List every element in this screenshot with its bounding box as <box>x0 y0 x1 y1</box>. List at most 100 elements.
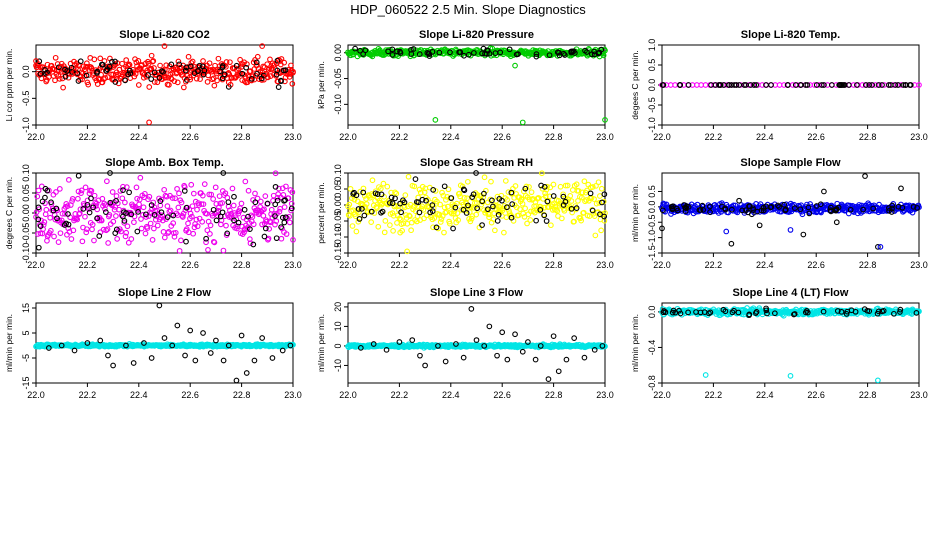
data-point <box>347 186 354 192</box>
data-point <box>172 229 179 236</box>
data-point <box>160 229 167 235</box>
data-point <box>225 342 232 349</box>
data-point <box>414 218 420 225</box>
data-point <box>592 232 599 239</box>
data-points <box>33 170 296 254</box>
data-point <box>887 82 894 88</box>
data-point <box>415 199 422 206</box>
y-tick-label: 0.00 <box>333 196 343 214</box>
data-point <box>717 82 723 88</box>
data-point <box>460 186 467 193</box>
data-point <box>512 331 518 338</box>
data-point <box>728 240 735 247</box>
data-point <box>230 202 237 209</box>
data-point <box>243 64 250 71</box>
data-point <box>800 231 807 238</box>
data-point <box>80 206 87 212</box>
data-point <box>548 222 554 229</box>
data-point <box>542 190 548 197</box>
data-point <box>253 59 260 66</box>
data-point <box>62 66 68 73</box>
data-point <box>101 200 108 207</box>
data-point <box>59 210 66 217</box>
data-point <box>282 78 288 85</box>
x-tick-label: 22.0 <box>27 260 45 270</box>
data-point <box>595 179 602 186</box>
data-point <box>374 205 380 211</box>
data-point <box>136 196 143 203</box>
data-point <box>898 185 904 192</box>
panel-title: Slope Amb. Box Temp. <box>105 157 224 169</box>
data-point <box>597 211 603 218</box>
x-tick-label: 22.0 <box>27 390 45 400</box>
data-point <box>286 74 293 80</box>
data-point <box>288 205 295 212</box>
data-point <box>739 207 746 214</box>
data-point <box>405 173 412 180</box>
data-point <box>591 196 597 202</box>
x-tick-label: 22.4 <box>442 390 460 400</box>
y-tick-label: 0.0 <box>647 79 657 92</box>
data-point <box>471 50 477 56</box>
data-point <box>56 185 63 192</box>
data-point <box>273 218 280 224</box>
data-point <box>290 237 296 243</box>
data-point <box>190 190 197 197</box>
data-point <box>158 68 165 74</box>
x-tick-label: 22.4 <box>756 390 774 400</box>
data-point <box>141 340 147 346</box>
data-point <box>233 62 240 69</box>
data-point <box>96 233 103 239</box>
data-point <box>452 204 459 211</box>
data-point <box>107 199 114 206</box>
data-point <box>33 58 39 64</box>
data-point <box>563 356 570 363</box>
data-point <box>243 370 250 376</box>
scatter-panel: Slope Li-820 Pressure 22.0 22.2 22.4 22.6 22.… <box>316 29 614 142</box>
data-point <box>584 49 590 55</box>
data-point <box>71 347 78 354</box>
data-point <box>862 173 868 179</box>
x-tick-label: 22.6 <box>807 390 825 400</box>
data-point <box>517 206 523 212</box>
data-point <box>578 194 585 201</box>
data-point <box>88 195 94 202</box>
data-point <box>204 79 211 85</box>
y-tick-label: 0.0 <box>21 65 31 78</box>
data-point <box>820 308 827 315</box>
data-point <box>662 309 669 316</box>
data-point <box>107 170 113 176</box>
data-point <box>567 193 574 199</box>
data-point <box>571 335 578 341</box>
data-point <box>152 216 159 223</box>
data-point <box>163 193 170 200</box>
data-point <box>178 237 184 244</box>
data-point <box>110 71 116 78</box>
data-point <box>94 68 101 75</box>
data-point <box>708 82 714 88</box>
data-point <box>886 205 892 211</box>
data-point <box>433 224 440 231</box>
data-point <box>165 228 172 235</box>
data-point <box>104 178 110 185</box>
data-point <box>542 193 549 200</box>
data-point <box>441 204 448 211</box>
data-point <box>204 227 211 234</box>
data-point <box>504 196 510 203</box>
data-point <box>602 47 608 54</box>
data-point <box>430 186 437 193</box>
data-point <box>461 195 468 201</box>
data-point <box>564 182 571 189</box>
data-point <box>848 307 855 314</box>
data-point <box>485 206 491 213</box>
data-point <box>193 75 200 82</box>
data-point <box>430 205 437 212</box>
data-point <box>423 212 430 219</box>
x-tick-label: 22.0 <box>653 260 671 270</box>
data-point <box>489 197 495 204</box>
data-point <box>400 220 407 227</box>
y-tick-label: 0.0 <box>647 201 657 214</box>
data-point <box>355 218 362 225</box>
data-point <box>481 174 488 181</box>
data-point <box>781 201 788 208</box>
